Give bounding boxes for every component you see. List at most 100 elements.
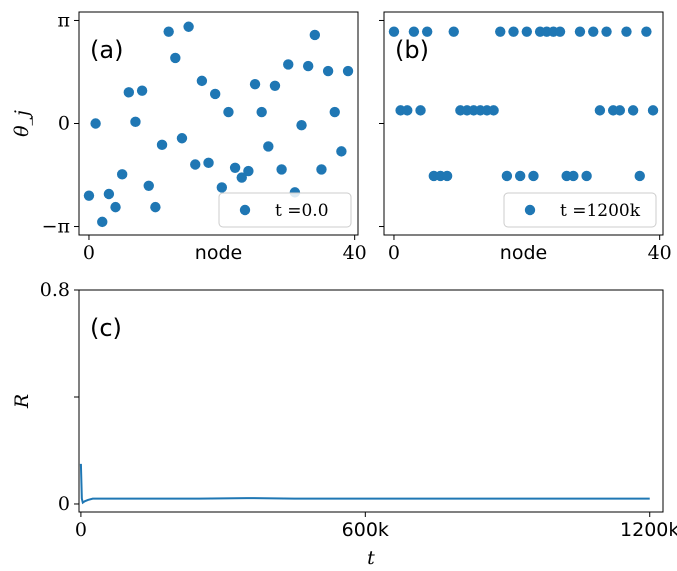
data-point <box>594 105 606 116</box>
data-point <box>316 164 327 175</box>
data-point <box>627 105 639 116</box>
x-axis-label: node <box>195 242 242 264</box>
data-point <box>581 170 592 182</box>
x-tick-label: 40 <box>343 242 367 264</box>
data-point <box>256 106 267 118</box>
data-point <box>641 26 652 37</box>
data-point <box>488 105 499 116</box>
x-tick-label: 0 <box>388 242 400 264</box>
x-axis-label: node <box>500 242 547 264</box>
y-tick-label: 0.8 <box>40 279 70 301</box>
data-point <box>236 172 247 183</box>
data-point <box>521 26 533 37</box>
panel-label: (a) <box>90 36 123 64</box>
y-tick-label: π <box>58 9 71 31</box>
panel-a: 0 40 −π 0 π node θ_j (a) t =0.0 <box>11 9 367 264</box>
data-point <box>203 157 214 169</box>
y-axis-label: R <box>11 394 33 409</box>
x-tick-label: 600k <box>342 519 389 541</box>
data-point <box>97 216 108 228</box>
panel-label: (c) <box>90 314 122 342</box>
data-point <box>388 26 400 37</box>
axes-frame <box>78 289 664 513</box>
data-point <box>276 164 287 175</box>
data-point <box>223 106 234 118</box>
data-point <box>229 162 241 173</box>
legend-box <box>503 192 657 228</box>
data-point <box>263 141 274 152</box>
data-point <box>421 26 433 37</box>
data-point <box>441 170 453 182</box>
data-point <box>647 105 659 116</box>
x-tick-label: 1200k <box>620 519 677 541</box>
x-axis-label: t <box>367 547 375 569</box>
data-point <box>528 170 539 182</box>
legend: t =1200k <box>503 192 657 228</box>
data-point <box>150 201 161 213</box>
legend-box <box>218 192 352 228</box>
y-axis-label: θ_j <box>11 110 33 137</box>
legend-marker <box>524 204 536 216</box>
data-point <box>329 106 340 118</box>
data-point <box>342 65 354 77</box>
data-point <box>183 21 194 32</box>
data-point <box>176 133 188 144</box>
data-point <box>283 59 294 70</box>
data-point <box>269 80 281 91</box>
x-tick-label: 40 <box>648 242 672 264</box>
data-point <box>634 170 645 182</box>
data-point <box>156 139 168 151</box>
data-point <box>216 182 228 193</box>
legend: t =0.0 <box>218 192 352 228</box>
data-point <box>402 105 413 116</box>
data-point <box>614 105 626 116</box>
data-point <box>90 118 101 129</box>
data-point <box>408 26 420 37</box>
data-point <box>495 26 506 37</box>
data-point <box>130 116 141 128</box>
data-point <box>514 170 526 182</box>
y-tick-label: 0 <box>58 493 70 515</box>
data-point <box>296 119 307 131</box>
data-point <box>588 26 599 37</box>
data-point <box>110 201 121 213</box>
data-point <box>136 85 148 96</box>
data-point <box>116 169 128 180</box>
data-point <box>309 29 321 41</box>
y-tick-label: −π <box>42 216 70 238</box>
data-point <box>302 60 314 72</box>
data-point <box>249 78 261 90</box>
data-point <box>554 26 566 37</box>
data-point <box>568 170 579 182</box>
data-point <box>336 146 347 157</box>
data-point <box>415 105 426 116</box>
data-point <box>83 190 95 201</box>
data-point <box>103 188 115 200</box>
data-point <box>190 159 201 170</box>
data-point <box>196 75 208 87</box>
y-tick-label: 0 <box>58 113 70 135</box>
data-point <box>322 65 334 77</box>
panel-c: 0 600k 1200k 0 0.8 t R (c) <box>11 279 677 569</box>
data-point <box>501 170 513 182</box>
data-point <box>508 26 519 37</box>
panel-b: 0 40 node (b) t =1200k <box>379 11 672 264</box>
x-tick-label: 0 <box>83 242 95 264</box>
legend-label: t =1200k <box>560 201 641 221</box>
legend-label: t =0.0 <box>275 201 329 221</box>
legend-marker <box>239 204 251 216</box>
data-point <box>170 52 181 64</box>
data-point <box>143 180 154 192</box>
data-point <box>601 26 612 37</box>
data-point <box>448 26 459 37</box>
data-point <box>163 26 174 37</box>
panel-label: (b) <box>395 36 429 64</box>
data-point <box>621 26 632 37</box>
series-line <box>79 463 650 505</box>
data-point <box>123 87 135 98</box>
data-point <box>574 26 586 37</box>
data-point <box>209 88 221 100</box>
x-tick-label: 0 <box>75 519 87 541</box>
data-point <box>243 165 254 177</box>
